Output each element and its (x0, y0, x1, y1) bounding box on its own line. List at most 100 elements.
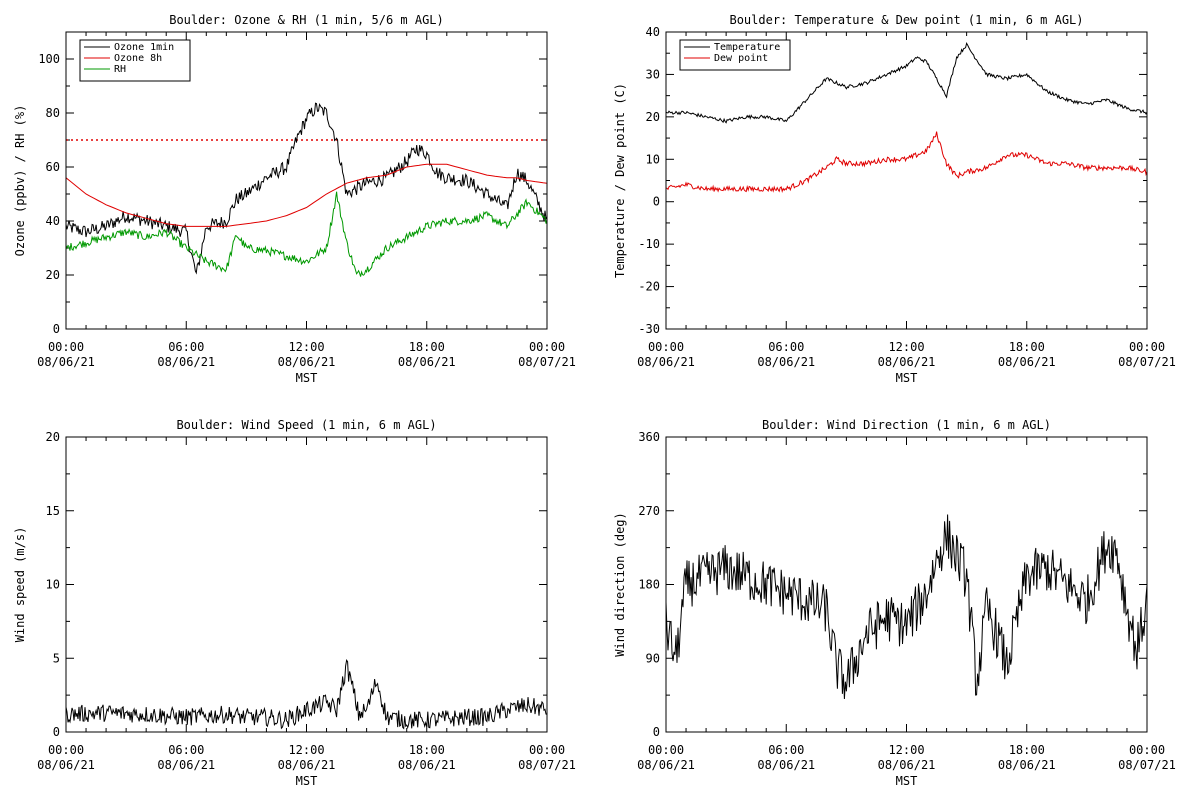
x-tick-label-time: 06:00 (168, 340, 204, 354)
y-tick-label: 0 (653, 725, 660, 739)
x-tick-label-time: 00:00 (1129, 340, 1165, 354)
y-tick-label: 90 (646, 651, 660, 665)
x-tick-label-date: 08/06/21 (998, 758, 1056, 772)
y-tick-label: 60 (46, 160, 60, 174)
series-line-ozone-1min (66, 102, 547, 275)
x-tick-label-date: 08/06/21 (398, 758, 456, 772)
y-tick-label: 180 (638, 578, 660, 592)
chart-title: Boulder: Wind Speed (1 min, 6 m AGL) (176, 418, 436, 432)
x-tick-label-date: 08/07/21 (1118, 758, 1176, 772)
plot-area (66, 102, 547, 277)
x-tick-label-date: 08/07/21 (518, 355, 576, 369)
legend-box (679, 39, 791, 71)
plot-frame (65, 31, 548, 330)
x-tick-label-date: 08/07/21 (1118, 355, 1176, 369)
y-tick-label: 100 (38, 52, 60, 66)
x-tick-label-date: 08/06/21 (278, 355, 336, 369)
x-tick-label-time: 18:00 (409, 340, 445, 354)
x-tick-label-date: 08/06/21 (878, 355, 936, 369)
x-tick-label-date: 08/06/21 (637, 758, 695, 772)
x-axis-label: MST (296, 774, 318, 788)
x-tick-label-time: 00:00 (529, 743, 565, 757)
y-tick-label: 40 (46, 214, 60, 228)
x-axis-label: MST (896, 774, 918, 788)
x-tick-label-date: 08/06/21 (637, 355, 695, 369)
x-tick-label-time: 00:00 (648, 743, 684, 757)
legend-label: Ozone 1min (114, 42, 174, 53)
chart-title: Boulder: Wind Direction (1 min, 6 m AGL) (762, 418, 1051, 432)
x-tick-label-date: 08/06/21 (757, 758, 815, 772)
y-tick-label: 5 (53, 651, 60, 665)
x-tick-label-time: 12:00 (288, 340, 324, 354)
x-tick-label-time: 06:00 (768, 743, 804, 757)
x-tick-label-time: 00:00 (48, 743, 84, 757)
x-tick-label-time: 12:00 (888, 743, 924, 757)
series-line-ozone-8h (66, 163, 547, 227)
x-tick-label-date: 08/07/21 (518, 758, 576, 772)
y-tick-label: -30 (638, 322, 660, 336)
chart-wind_dir: Boulder: Wind Direction (1 min, 6 m AGL)… (613, 418, 1176, 788)
x-tick-label-time: 12:00 (888, 340, 924, 354)
y-tick-label: 20 (46, 430, 60, 444)
x-tick-label-date: 08/06/21 (757, 355, 815, 369)
y-tick-label: 0 (53, 322, 60, 336)
x-tick-label-date: 08/06/21 (37, 355, 95, 369)
x-tick-label-time: 06:00 (768, 340, 804, 354)
x-tick-label-time: 06:00 (168, 743, 204, 757)
x-tick-label-time: 18:00 (409, 743, 445, 757)
chart-ozone_rh: Boulder: Ozone & RH (1 min, 5/6 m AGL) Oz… (13, 13, 576, 385)
chart-wind_speed: Boulder: Wind Speed (1 min, 6 m AGL) Wind… (13, 418, 576, 788)
y-tick-label: -10 (638, 237, 660, 251)
x-tick-label-date: 08/06/21 (878, 758, 936, 772)
y-tick-label: 15 (46, 504, 60, 518)
y-tick-label: 80 (46, 106, 60, 120)
x-tick-label-date: 08/06/21 (998, 355, 1056, 369)
y-tick-label: 270 (638, 504, 660, 518)
series-line-temperature (666, 41, 1147, 124)
legend-label: Dew point (714, 53, 768, 64)
plot-area (666, 41, 1147, 194)
plot-area (66, 659, 547, 730)
x-tick-label-time: 00:00 (529, 340, 565, 354)
y-tick-label: 40 (646, 25, 660, 39)
chart-temp_dew: Boulder: Temperature & Dew point (1 min,… (613, 13, 1176, 385)
y-tick-label: 20 (46, 268, 60, 282)
y-tick-label: 360 (638, 430, 660, 444)
y-tick-label: 30 (646, 67, 660, 81)
x-tick-label-time: 00:00 (1129, 743, 1165, 757)
legend-label: RH (114, 64, 126, 75)
x-tick-label-date: 08/06/21 (37, 758, 95, 772)
x-tick-label-date: 08/06/21 (157, 355, 215, 369)
x-axis-label: MST (296, 371, 318, 385)
x-tick-label-time: 18:00 (1009, 743, 1045, 757)
x-tick-label-time: 18:00 (1009, 340, 1045, 354)
y-tick-label: 10 (646, 152, 660, 166)
x-tick-label-date: 08/06/21 (278, 758, 336, 772)
plot-frame (665, 436, 1148, 733)
y-axis-label: Wind speed (m/s) (13, 527, 27, 643)
y-tick-label: 0 (653, 195, 660, 209)
y-tick-label: 20 (646, 110, 660, 124)
legend-label: Temperature (714, 42, 780, 53)
y-axis-label: Temperature / Dew point (C) (613, 83, 627, 278)
plot-frame (665, 31, 1148, 330)
chart-title: Boulder: Ozone & RH (1 min, 5/6 m AGL) (169, 13, 444, 27)
plot-frame (65, 436, 548, 733)
x-axis-label: MST (896, 371, 918, 385)
x-tick-label-date: 08/06/21 (157, 758, 215, 772)
y-axis-label: Ozone (ppbv) / RH (%) (13, 105, 27, 257)
y-tick-label: 0 (53, 725, 60, 739)
series-line-dew-point (666, 131, 1147, 194)
legend-label: Ozone 8h (114, 53, 162, 64)
x-tick-label-time: 00:00 (48, 340, 84, 354)
plot-area (666, 514, 1147, 700)
y-axis-label: Wind direction (deg) (613, 512, 627, 657)
x-tick-label-date: 08/06/21 (398, 355, 456, 369)
series-line-rh (66, 191, 547, 277)
x-tick-label-time: 00:00 (648, 340, 684, 354)
series-line-wind-speed (66, 659, 547, 730)
y-tick-label: 10 (46, 578, 60, 592)
